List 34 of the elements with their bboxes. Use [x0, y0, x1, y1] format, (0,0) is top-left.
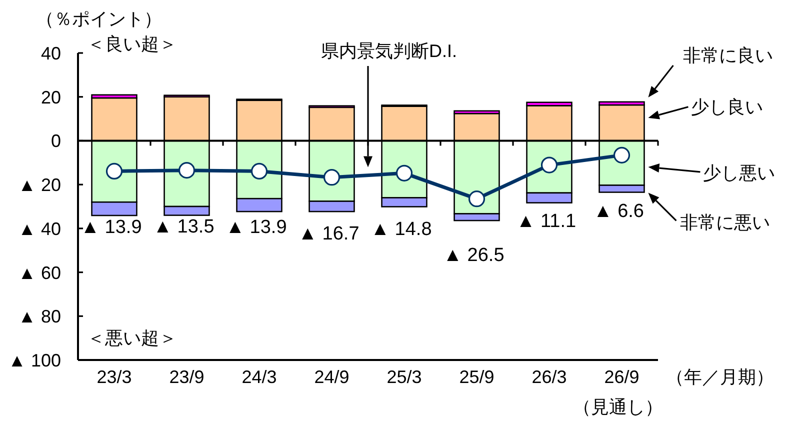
ytick: ▲ 100 — [8, 350, 61, 370]
series-name: 非常に悪い — [680, 212, 770, 233]
value-label: ▲ 26.5 — [443, 244, 504, 266]
value-label: ▲ 11.1 — [516, 211, 576, 232]
annotation: （見通し） — [572, 397, 663, 417]
value-label: ▲ 13.9 — [80, 217, 142, 238]
value-label: ▲ 14.8 — [370, 219, 432, 240]
xtick: 26/9 — [604, 367, 640, 387]
series-name: 少し良い — [691, 96, 764, 117]
annotation: ＜悪い超＞ — [87, 328, 177, 348]
xtick: 24/3 — [242, 367, 277, 387]
value-label: ▲ 6.6 — [594, 201, 644, 222]
series-name: 県内景気判断D.I. — [321, 41, 458, 61]
xtick: 26/3 — [532, 367, 567, 387]
xtick: 25/9 — [459, 367, 494, 387]
ytick: ▲ 80 — [18, 306, 61, 327]
xtick: 23/9 — [169, 367, 204, 387]
ytick: ▲ 20 — [18, 175, 61, 196]
value-label: ▲ 16.7 — [298, 223, 360, 244]
ytick: 20 — [40, 87, 61, 108]
annotation: ＜良い超＞ — [87, 34, 177, 54]
xtick: 25/3 — [386, 367, 422, 387]
value-label: ▲ 13.9 — [226, 217, 287, 238]
xtick: 23/3 — [96, 367, 132, 387]
xlabel: （年／月期） — [666, 367, 774, 387]
ytick: 40 — [40, 44, 61, 64]
series-name: 少し悪い — [703, 162, 776, 183]
xtick: 24/9 — [314, 367, 350, 387]
ytick: ▲ 60 — [18, 262, 61, 283]
ytick: ▲ 40 — [18, 218, 61, 239]
ytick: 0 — [50, 131, 61, 152]
ylabel: （％ポイント） — [36, 9, 162, 29]
value-label: ▲ 13.5 — [153, 216, 214, 238]
series-name: 非常に良い — [683, 45, 774, 66]
